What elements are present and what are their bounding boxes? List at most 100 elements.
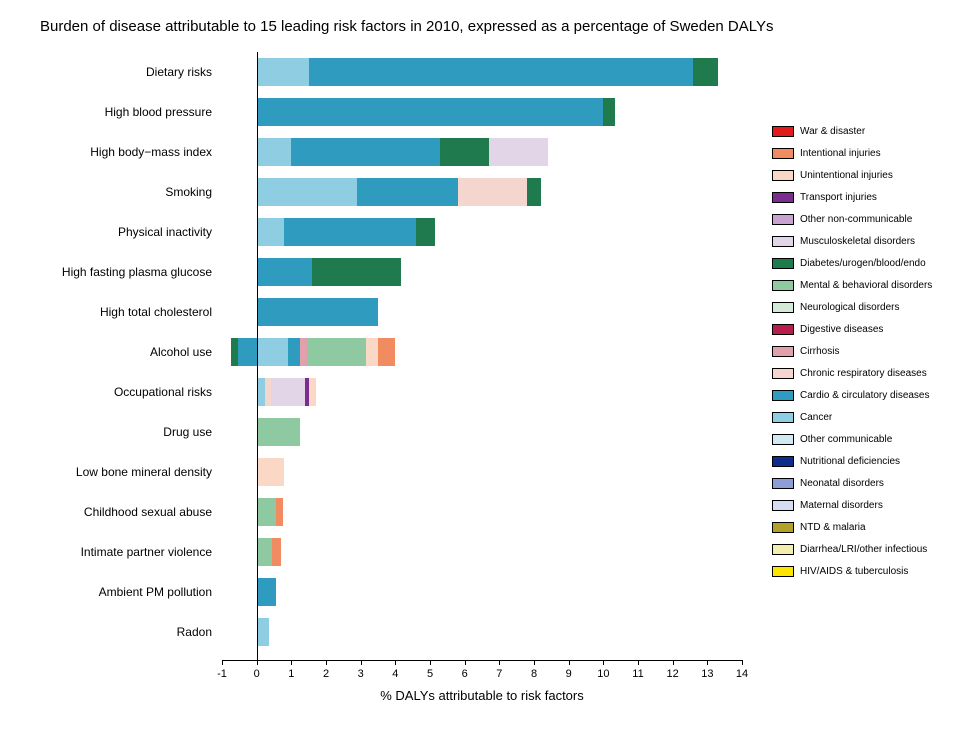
legend-item: Musculoskeletal disorders xyxy=(772,230,962,252)
bar-segment xyxy=(366,338,378,366)
bar-segment xyxy=(257,578,276,606)
legend-item: Mental & behavioral disorders xyxy=(772,274,962,296)
legend-label: Digestive diseases xyxy=(800,324,883,335)
bar-row xyxy=(222,498,742,526)
x-tick-label: 2 xyxy=(323,668,329,680)
bar-segment xyxy=(257,378,266,406)
x-tick-label: 6 xyxy=(462,668,468,680)
legend-swatch xyxy=(772,412,794,423)
legend-swatch xyxy=(772,192,794,203)
y-axis-label: Ambient PM pollution xyxy=(0,585,212,599)
legend-swatch xyxy=(772,302,794,313)
x-axis-title: % DALYs attributable to risk factors xyxy=(222,688,742,703)
bar-row xyxy=(222,58,742,86)
x-tick-mark xyxy=(742,660,743,665)
legend-label: Mental & behavioral disorders xyxy=(800,280,932,291)
legend-label: Musculoskeletal disorders xyxy=(800,236,915,247)
legend-swatch xyxy=(772,390,794,401)
x-tick-label: 11 xyxy=(632,668,643,680)
bar-segment xyxy=(257,298,378,326)
bar-segment xyxy=(257,618,269,646)
bar-row xyxy=(222,178,742,206)
bar-segment xyxy=(238,338,257,366)
x-tick-label: 9 xyxy=(566,668,572,680)
bar-segment xyxy=(416,218,435,246)
legend-label: Neurological disorders xyxy=(800,302,900,313)
plot-area xyxy=(222,52,742,660)
bar-segment xyxy=(378,338,395,366)
legend-swatch xyxy=(772,456,794,467)
legend-swatch xyxy=(772,148,794,159)
legend-item: HIV/AIDS & tuberculosis xyxy=(772,560,962,582)
bar-row xyxy=(222,378,742,406)
bar-row xyxy=(222,458,742,486)
legend-label: HIV/AIDS & tuberculosis xyxy=(800,566,908,577)
legend-swatch xyxy=(772,214,794,225)
bar-segment xyxy=(458,178,527,206)
bar-row xyxy=(222,298,742,326)
bar-segment xyxy=(276,498,283,526)
bar-segment xyxy=(300,338,307,366)
y-axis-line xyxy=(257,52,258,660)
bar-row xyxy=(222,338,742,366)
x-axis-line xyxy=(222,660,742,661)
legend-label: Diabetes/urogen/blood/endo xyxy=(800,258,926,269)
legend-swatch xyxy=(772,566,794,577)
bar-segment xyxy=(603,98,615,126)
bar-segment xyxy=(257,98,604,126)
bar-segment xyxy=(271,378,306,406)
legend-swatch xyxy=(772,346,794,357)
bar-segment xyxy=(357,178,458,206)
bar-segment xyxy=(257,138,292,166)
bar-segment xyxy=(257,58,309,86)
legend-item: Unintentional injuries xyxy=(772,164,962,186)
legend-item: Nutritional deficiencies xyxy=(772,450,962,472)
legend-item: Chronic respiratory diseases xyxy=(772,362,962,384)
bar-row xyxy=(222,258,742,286)
bar-segment xyxy=(307,338,366,366)
legend-label: Other communicable xyxy=(800,434,892,445)
x-tick-label: 13 xyxy=(701,668,713,680)
y-axis-label: Alcohol use xyxy=(0,345,212,359)
legend-item: Intentional injuries xyxy=(772,142,962,164)
y-axis-label: Low bone mineral density xyxy=(0,465,212,479)
bar-segment xyxy=(257,538,273,566)
legend-swatch xyxy=(772,544,794,555)
y-axis-label: Drug use xyxy=(0,425,212,439)
legend-label: Diarrhea/LRI/other infectious xyxy=(800,544,927,555)
bar-segment xyxy=(257,218,285,246)
legend-label: Maternal disorders xyxy=(800,500,883,511)
bar-segment xyxy=(231,338,237,366)
bar-row xyxy=(222,418,742,446)
x-tick-label: 7 xyxy=(496,668,502,680)
x-tick-label: 0 xyxy=(254,668,260,680)
bar-segment xyxy=(284,218,416,246)
bar-row xyxy=(222,578,742,606)
legend-item: Other non-communicable xyxy=(772,208,962,230)
legend-item: Diarrhea/LRI/other infectious xyxy=(772,538,962,560)
y-axis-label: High fasting plasma glucose xyxy=(0,265,212,279)
bar-segment xyxy=(527,178,541,206)
bar-row xyxy=(222,218,742,246)
bar-segment xyxy=(257,178,358,206)
legend-label: Transport injuries xyxy=(800,192,877,203)
legend-label: Unintentional injuries xyxy=(800,170,893,181)
legend-label: Nutritional deficiencies xyxy=(800,456,900,467)
legend-item: Neurological disorders xyxy=(772,296,962,318)
bar-segment xyxy=(309,378,315,406)
bar-segment xyxy=(257,418,300,446)
legend-label: Neonatal disorders xyxy=(800,478,884,489)
legend-item: Digestive diseases xyxy=(772,318,962,340)
y-axis-label: Intimate partner violence xyxy=(0,545,212,559)
bar-segment xyxy=(440,138,489,166)
x-tick-label: 8 xyxy=(531,668,537,680)
legend-label: NTD & malaria xyxy=(800,522,866,533)
bar-segment xyxy=(312,258,400,286)
legend-label: Intentional injuries xyxy=(800,148,881,159)
chart-container: Burden of disease attributable to 15 lea… xyxy=(0,0,972,729)
legend-item: Cardio & circulatory diseases xyxy=(772,384,962,406)
bar-segment xyxy=(272,538,281,566)
bar-segment xyxy=(489,138,548,166)
bar-row xyxy=(222,618,742,646)
legend-label: Other non-communicable xyxy=(800,214,912,225)
